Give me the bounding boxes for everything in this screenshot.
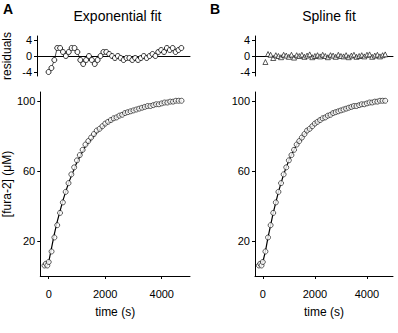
- svg-text:residuals: residuals: [0, 32, 14, 80]
- svg-text:[fura-2] (μM): [fura-2] (μM): [0, 151, 14, 217]
- svg-text:time (s): time (s): [95, 305, 135, 319]
- svg-text:4000: 4000: [150, 288, 174, 300]
- svg-text:60: 60: [238, 165, 250, 177]
- svg-text:20: 20: [238, 235, 250, 247]
- svg-text:0: 0: [244, 50, 250, 62]
- svg-text:4: 4: [26, 34, 32, 46]
- svg-text:0: 0: [46, 288, 52, 300]
- svg-text:4: 4: [244, 34, 250, 46]
- svg-text:A: A: [3, 1, 13, 17]
- svg-text:60: 60: [23, 165, 35, 177]
- svg-text:100: 100: [17, 95, 35, 107]
- svg-text:time (s): time (s): [304, 305, 344, 319]
- svg-text:2000: 2000: [93, 288, 117, 300]
- svg-text:B: B: [210, 1, 220, 17]
- svg-text:0: 0: [260, 288, 266, 300]
- svg-text:0: 0: [26, 50, 32, 62]
- svg-text:-4: -4: [240, 66, 250, 78]
- svg-text:2000: 2000: [303, 288, 327, 300]
- svg-text:-4: -4: [22, 66, 32, 78]
- svg-text:20: 20: [23, 235, 35, 247]
- svg-text:4000: 4000: [355, 288, 379, 300]
- svg-text:100: 100: [232, 95, 250, 107]
- svg-text:Spline fit: Spline fit: [302, 8, 356, 24]
- svg-text:Exponential fit: Exponential fit: [74, 8, 162, 24]
